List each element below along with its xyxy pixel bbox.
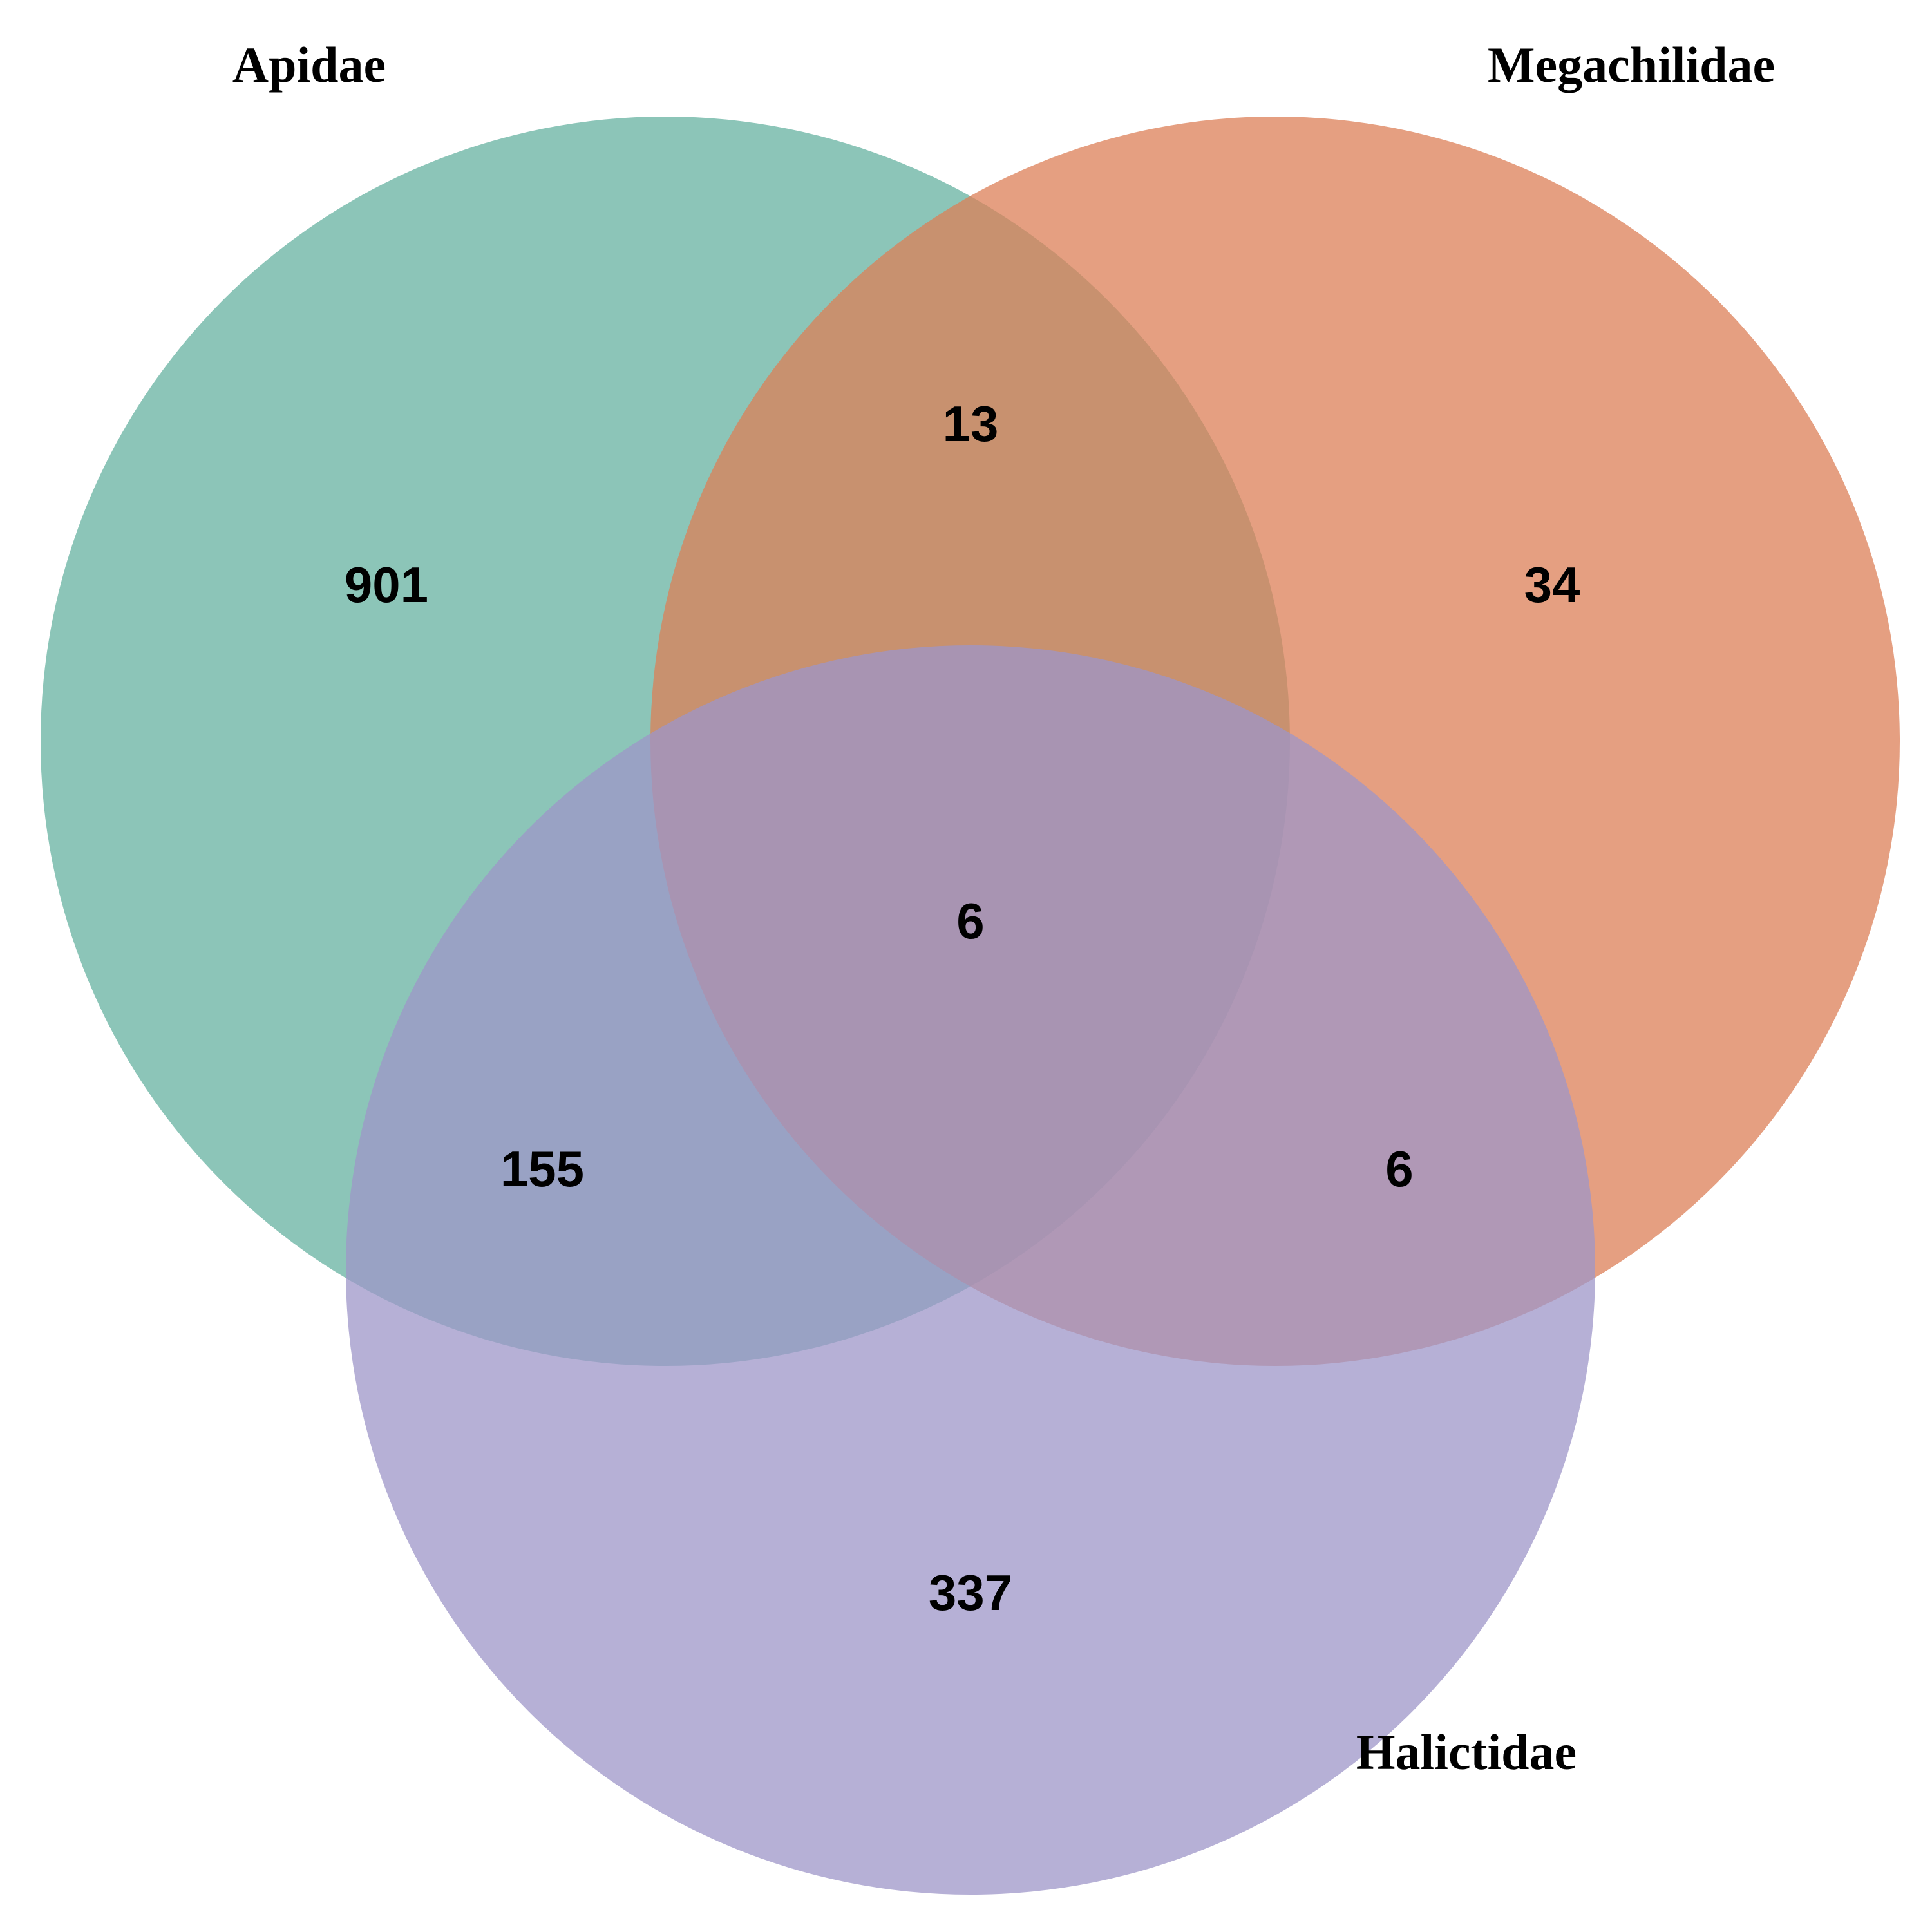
count-apidae-halictidae: 155	[500, 1141, 584, 1197]
circle-halictidae	[346, 645, 1595, 1895]
count-all-three: 6	[956, 893, 984, 949]
label-megachilidae: Megachilidae	[1488, 37, 1775, 93]
count-halictidae-only: 337	[929, 1564, 1012, 1621]
count-apidae-only: 901	[345, 556, 428, 613]
region-counts: 901 34 337 13 155 6 6	[345, 395, 1580, 1621]
count-megachilidae-only: 34	[1524, 556, 1580, 613]
set-circles	[41, 117, 1900, 1895]
label-halictidae: Halictidae	[1356, 1724, 1577, 1780]
count-apidae-megachilidae: 13	[943, 395, 999, 452]
count-megachilidae-halictidae: 6	[1385, 1141, 1413, 1197]
label-apidae: Apidae	[232, 37, 386, 93]
set-labels: Apidae Megachilidae Halictidae	[232, 37, 1775, 1780]
